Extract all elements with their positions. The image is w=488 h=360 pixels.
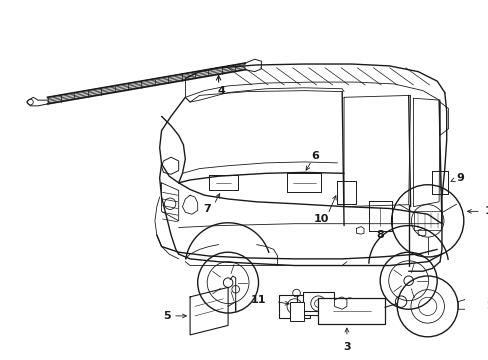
Text: 2: 2 — [486, 301, 488, 311]
Bar — [289, 302, 304, 321]
Text: 10: 10 — [313, 214, 328, 224]
Bar — [318, 298, 384, 324]
Text: 5: 5 — [163, 311, 171, 321]
Text: 3: 3 — [343, 342, 350, 352]
Text: 9: 9 — [455, 173, 463, 183]
Text: 1: 1 — [484, 206, 488, 216]
Text: 6: 6 — [311, 151, 319, 161]
Text: 8: 8 — [376, 230, 383, 240]
Bar — [303, 292, 333, 315]
Text: 7: 7 — [203, 204, 211, 215]
Text: 4: 4 — [217, 86, 225, 96]
Bar — [279, 295, 309, 318]
Text: 11: 11 — [250, 295, 265, 305]
